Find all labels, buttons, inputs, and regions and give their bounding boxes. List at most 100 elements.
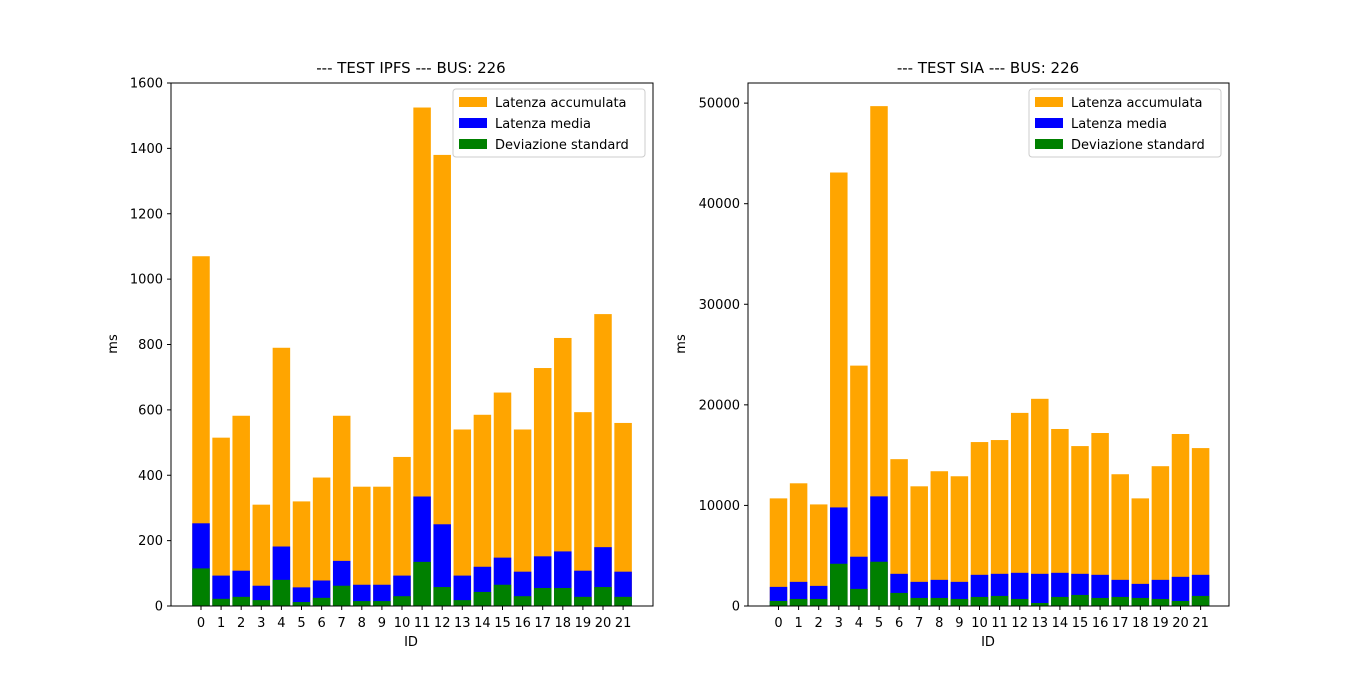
bar-series2-15 (1071, 594, 1089, 606)
bar-series1-20 (1171, 576, 1190, 606)
y-tick-label: 50000 (699, 97, 740, 112)
legend-swatch (1035, 118, 1063, 128)
bar-series2-9 (373, 601, 391, 606)
bar-series0-21 (1191, 448, 1210, 606)
bar-series2-1 (789, 598, 808, 606)
bar-series0-11 (990, 440, 1009, 606)
legend-label: Latenza media (1071, 117, 1167, 132)
chart-title: --- TEST IPFS --- BUS: 226 (316, 59, 505, 77)
plot-frame (170, 82, 654, 607)
bar-series1-13 (453, 575, 472, 606)
bar-series1-13 (1031, 573, 1049, 606)
x-tick-label: 11 (991, 616, 1008, 631)
x-tick-label: 3 (257, 616, 265, 631)
x-tick-label: 14 (1052, 616, 1069, 631)
x-tick-label: 14 (474, 616, 491, 631)
bar-series2-4 (850, 588, 868, 606)
x-tick-label: 20 (1172, 616, 1189, 631)
bar-series2-19 (574, 596, 592, 606)
x-tick-label: 18 (555, 616, 572, 631)
x-axis-label: ID (981, 635, 995, 650)
bar-series2-1 (212, 598, 230, 606)
bar-series0-8 (353, 486, 371, 606)
bar-series2-7 (332, 585, 351, 606)
y-axis: 0 10000 20000 30000 40000 50000 (699, 97, 748, 615)
legend-swatch (459, 118, 487, 128)
bar-series0-0 (192, 256, 210, 606)
bar-series2-3 (252, 600, 271, 606)
bar-series2-17 (533, 588, 552, 606)
x-tick-label: 6 (895, 616, 903, 631)
legend-frame (452, 88, 646, 158)
bar-series2-6 (312, 597, 331, 606)
x-tick-label: 15 (1072, 616, 1089, 631)
x-tick-label: 6 (317, 616, 325, 631)
bar-series0-16 (1091, 433, 1109, 606)
bar-series2-12 (1010, 598, 1029, 606)
y-tick-label: 30000 (699, 298, 740, 313)
y-tick-label: 1400 (130, 142, 163, 157)
legend-label: Deviazione standard (495, 138, 629, 153)
bar-series2-18 (1131, 597, 1150, 606)
y-tick-label: 1200 (130, 207, 163, 222)
bar-series0-1 (212, 437, 230, 606)
bar-series1-9 (373, 584, 391, 606)
y-tick-label: 800 (138, 338, 163, 353)
x-tick-label: 17 (1112, 616, 1129, 631)
bar-series0-9 (950, 476, 969, 606)
x-tick-label: 4 (855, 616, 863, 631)
bar-series2-18 (554, 588, 572, 606)
bar-series0-2 (809, 504, 828, 606)
x-tick-label: 10 (394, 616, 411, 631)
bar-series0-3 (252, 504, 271, 606)
y-tick-label: 1600 (130, 77, 163, 92)
bar-series0-12 (433, 154, 451, 606)
bar-series2-3 (830, 563, 848, 606)
x-tick-label: 7 (338, 616, 346, 631)
bar-series2-13 (453, 600, 472, 606)
x-tick-label: 19 (1152, 616, 1169, 631)
bar-series0-15 (1071, 446, 1089, 606)
bar-series2-10 (970, 596, 989, 606)
x-tick-label: 19 (575, 616, 592, 631)
x-tick-label: 2 (815, 616, 823, 631)
bar-series0-21 (614, 422, 632, 606)
bar-series1-8 (353, 584, 371, 606)
x-tick-label: 21 (1192, 616, 1209, 631)
bar-series1-5 (292, 587, 311, 606)
x-tick-label: 1 (217, 616, 225, 631)
bar-series2-21 (614, 596, 632, 606)
bar-series0-17 (533, 368, 552, 606)
bar-series2-20 (1171, 600, 1190, 606)
bar-series0-10 (393, 456, 411, 606)
bar-series0-19 (574, 412, 592, 606)
x-tick-label: 20 (595, 616, 612, 631)
x-tick-label: 8 (358, 616, 366, 631)
bar-series2-0 (192, 568, 210, 606)
bar-series2-9 (950, 598, 969, 606)
bar-series0-14 (473, 414, 492, 606)
bar-series0-7 (910, 486, 928, 606)
legend-swatch (459, 97, 487, 107)
x-tick-label: 1 (794, 616, 802, 631)
bar-series2-14 (1051, 596, 1069, 606)
bar-series2-8 (353, 601, 371, 606)
y-tick-label: 200 (138, 534, 163, 549)
x-tick-label: 8 (935, 616, 943, 631)
legend-swatch (459, 139, 487, 149)
x-tick-label: 9 (378, 616, 386, 631)
x-tick-label: 4 (277, 616, 285, 631)
x-tick-label: 13 (1032, 616, 1049, 631)
x-tick-label: 13 (454, 616, 471, 631)
x-tick-label: 7 (915, 616, 923, 631)
bar-series0-0 (769, 498, 788, 606)
y-axis: 0 200 400 600 800 1000 1200 1400 1600 (130, 77, 171, 615)
x-tick-label: 12 (1011, 616, 1028, 631)
y-tick-label: 20000 (699, 398, 740, 413)
bar-series2-16 (1091, 597, 1109, 606)
bar-series2-11 (990, 595, 1009, 606)
x-tick-label: 0 (774, 616, 782, 631)
legend-label: Latenza accumulata (1071, 96, 1203, 111)
bar-series2-17 (1111, 596, 1129, 606)
